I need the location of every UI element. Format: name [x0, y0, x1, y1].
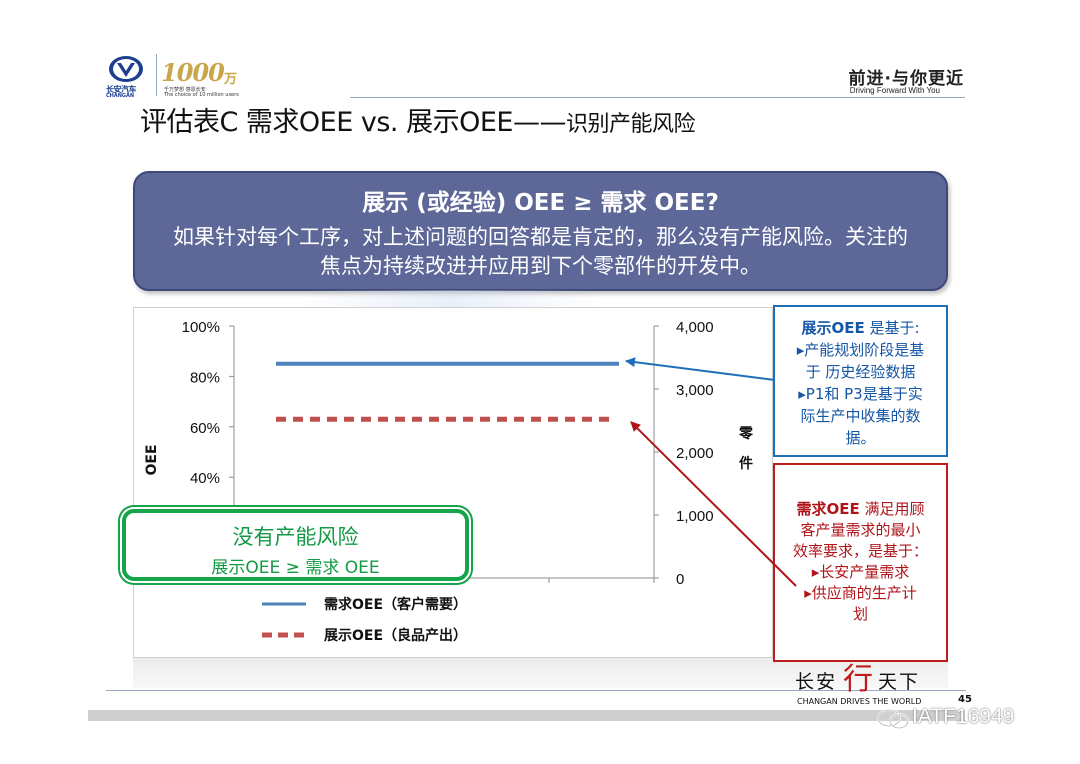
demand-oee-note-heading: 需求OEE 满足用顾: [775, 499, 946, 520]
left-tick-label: 100%: [182, 319, 220, 336]
y2-axis-label-char: 零: [738, 425, 754, 442]
slogan-chinese: 前进·与你更近: [848, 69, 964, 89]
right-tick-label: 3,000: [676, 382, 714, 399]
shown-oee-note-line: ▸产能规划阶段是基: [796, 341, 925, 359]
arrow-to-shown-line: [630, 421, 797, 587]
footer-divider: [106, 690, 966, 691]
changan-emblem-icon: [109, 56, 143, 82]
right-tick-label: 4,000: [676, 319, 714, 336]
y2-axis-label-char: 件: [739, 455, 753, 472]
y-axis-label: OEE: [144, 444, 160, 475]
right-tick-label: 1,000: [676, 508, 714, 525]
footer-brand-english: CHANGAN DRIVES THE WORLD: [797, 697, 922, 706]
left-tick-label: 80%: [190, 369, 220, 386]
shown-oee-note-line: 于 历史经验数据: [805, 363, 916, 381]
anniversary-unit: 万: [224, 72, 238, 87]
anniversary-subtitle-cn: 千万梦想 感恩长安: [164, 87, 206, 93]
logo-separator: [156, 54, 157, 96]
no-risk-title: 没有产能风险: [232, 525, 359, 549]
footer-bar: [88, 710, 965, 721]
legend-label: 需求OEE（客户需要）: [324, 596, 467, 613]
demand-oee-note-line: ▸长安产量需求: [811, 563, 910, 581]
chart-bottom-band: [133, 658, 948, 688]
shown-oee-note-heading: 展示OEE 是基于:: [775, 317, 946, 339]
wechat-icon: [877, 709, 909, 729]
watermark-text: IATF16949: [912, 705, 1015, 728]
legend-label: 展示OEE（良品产出）: [324, 627, 467, 644]
anniversary-subtitle-en: The choice of 10 million users: [164, 92, 239, 98]
page-number: 45: [958, 694, 972, 705]
header-divider: [350, 97, 965, 98]
demand-oee-note-line: ▸供应商的生产计: [804, 584, 917, 602]
slide-title: 评估表C 需求OEE vs. 展示OEE——识别产能风险: [140, 100, 696, 139]
slogan-english: Driving Forward With You: [849, 86, 940, 95]
callout-question: 展示 (或经验) OEE ≥ 需求 OEE?: [362, 190, 719, 216]
shown-oee-note-heading-rest: 是基于:: [864, 319, 920, 337]
question-callout: 展示 (或经验) OEE ≥ 需求 OEE? 如果针对每个工序，对上述问题的回答…: [133, 171, 948, 291]
demand-oee-note: 需求OEE 满足用顾 客产量需求的最小 效率要求，是基于： ▸长安产量需求 ▸供…: [773, 463, 948, 662]
demand-oee-note-line: 划: [852, 605, 868, 623]
no-risk-subtitle: 展示OEE ≥ 需求 OEE: [211, 558, 380, 578]
slide-title-suffix: 识别产能风险: [565, 112, 696, 137]
shown-oee-note-heading-bold: 展示OEE: [801, 319, 865, 337]
shown-oee-note-line: 际生产中收集的数: [800, 407, 921, 425]
arrow-to-demand-line: [625, 357, 776, 381]
footer-brand-right: 天下: [878, 671, 921, 693]
right-tick-label: 2,000: [676, 445, 714, 462]
footer-brand-red: 行: [843, 662, 873, 697]
logo-english-text: CHANGAN: [106, 93, 135, 99]
logo-chinese-text: 长安汽车: [106, 85, 137, 94]
shown-oee-note: 展示OEE 是基于: ▸产能规划阶段是基 于 历史经验数据 ▸P1和 P3是基于…: [773, 305, 948, 457]
shown-oee-note-line: 据。: [845, 429, 876, 447]
demand-oee-note-line: 客产量需求的最小: [800, 521, 921, 539]
demand-oee-note-heading-rest: 满足用顾: [859, 500, 925, 518]
company-logo: 长安汽车 CHANGAN 1000 万 千万梦想 感恩长安 The choice…: [106, 50, 256, 99]
footer-brand-left: 长安: [795, 671, 838, 693]
shown-oee-note-line: ▸P1和 P3是基于实: [798, 385, 923, 403]
left-tick-label: 60%: [190, 420, 220, 437]
left-tick-label: 40%: [190, 470, 220, 487]
right-tick-label: 0: [676, 571, 684, 588]
demand-oee-note-line: 效率要求，是基于：: [792, 542, 928, 560]
slide-title-main: 评估表C 需求OEE vs. 展示OEE——: [140, 107, 566, 138]
callout-body: 如果针对每个工序，对上述问题的回答都是肯定的，那么没有产能风险。关注的焦点为持续…: [173, 225, 908, 278]
anniversary-number: 1000: [161, 58, 225, 87]
no-risk-box: 没有产能风险 展示OEE ≥ 需求 OEE: [122, 509, 469, 581]
demand-oee-note-heading-bold: 需求OEE: [796, 500, 860, 518]
